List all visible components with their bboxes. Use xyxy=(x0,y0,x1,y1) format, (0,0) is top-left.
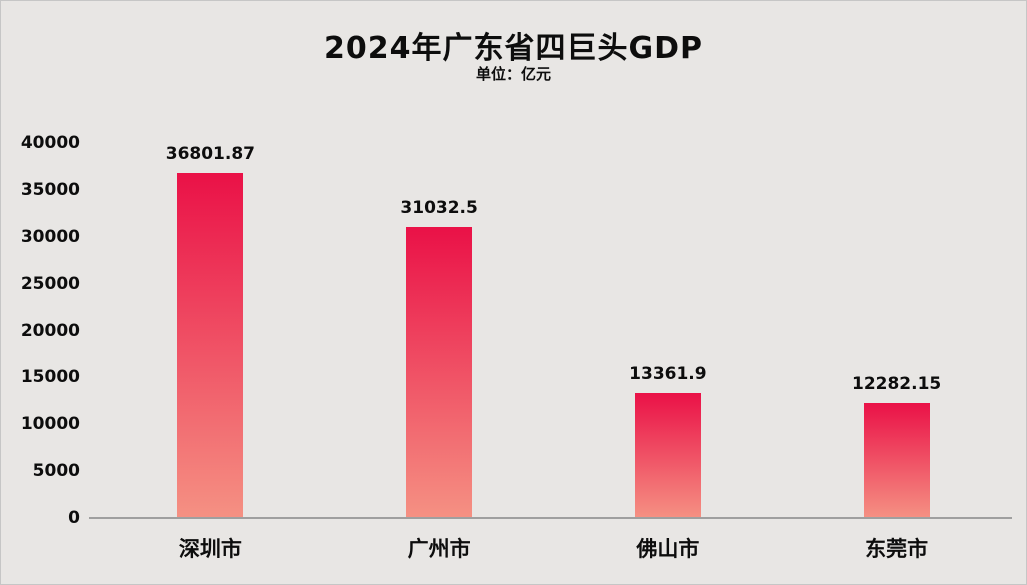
bar xyxy=(863,402,930,518)
x-axis-label: 佛山市 xyxy=(636,537,700,561)
bar-value-label: 36801.87 xyxy=(165,143,255,164)
x-axis: 深圳市 广州市 佛山市 东莞市 xyxy=(96,533,1011,563)
bar xyxy=(177,172,244,518)
bar-value-label: 31032.5 xyxy=(400,198,478,219)
y-tick-label: 30000 xyxy=(20,226,80,247)
bar-slot: 13361.9 xyxy=(554,143,783,518)
chart-subtitle: 单位：亿元 xyxy=(475,65,551,83)
y-tick-label: 40000 xyxy=(20,133,80,153)
plot-area: 36801.87 31032.5 13361.9 12282.15 xyxy=(96,143,1011,518)
y-tick-label: 10000 xyxy=(20,414,80,435)
chart-title: 2024年广东省四巨头GDP xyxy=(323,31,703,66)
bar xyxy=(634,392,701,518)
y-tick-label: 5000 xyxy=(32,461,80,482)
y-tick-label: 0 xyxy=(68,508,80,528)
y-axis: 0 5000 10000 15000 20000 25000 30000 35000 40000 xyxy=(1,133,86,528)
bar-value-label: 12282.15 xyxy=(851,373,942,394)
y-tick-label: 35000 xyxy=(20,179,80,200)
x-axis-line xyxy=(89,517,1012,519)
bar-slot: 36801.87 xyxy=(96,143,325,518)
x-axis-label: 东莞市 xyxy=(865,537,929,561)
bar-slot: 31032.5 xyxy=(325,143,554,518)
bar-slot: 12282.15 xyxy=(782,143,1011,518)
bar-value-label: 13361.9 xyxy=(629,363,707,384)
x-axis-label: 深圳市 xyxy=(178,537,242,561)
y-tick-label: 25000 xyxy=(20,273,80,294)
y-tick-label: 15000 xyxy=(20,367,80,388)
y-tick-label: 20000 xyxy=(20,320,80,341)
x-axis-label: 广州市 xyxy=(407,537,471,561)
bar xyxy=(406,227,473,518)
